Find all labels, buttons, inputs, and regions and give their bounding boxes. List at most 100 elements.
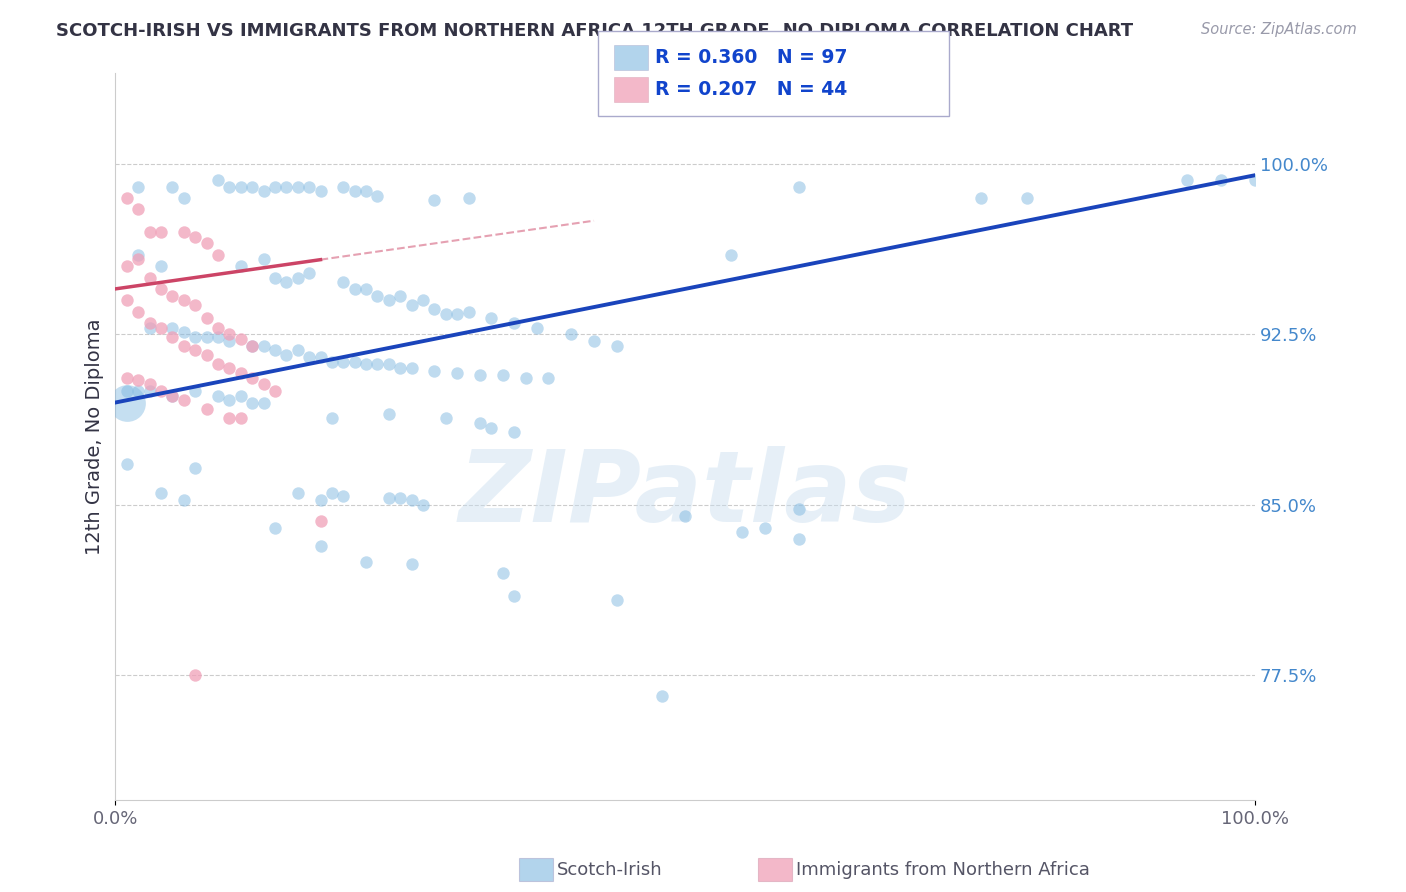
Point <box>526 320 548 334</box>
Point <box>264 179 287 194</box>
Point <box>264 384 287 399</box>
Point <box>389 361 412 376</box>
Point <box>378 293 401 308</box>
Point <box>787 179 810 194</box>
Point <box>492 368 515 383</box>
Point <box>276 275 298 289</box>
Point <box>366 188 388 202</box>
Point <box>423 193 446 207</box>
Text: Source: ZipAtlas.com: Source: ZipAtlas.com <box>1201 22 1357 37</box>
Point <box>127 384 149 399</box>
Point <box>150 225 173 239</box>
Point <box>115 293 138 308</box>
Point <box>138 316 160 330</box>
Point <box>173 393 195 408</box>
Point <box>423 302 446 317</box>
Point <box>787 532 810 546</box>
Point <box>162 389 184 403</box>
Point <box>321 354 343 368</box>
Point <box>207 389 229 403</box>
Point <box>481 420 503 434</box>
Point <box>229 366 252 380</box>
Point <box>401 361 423 376</box>
Point <box>287 179 309 194</box>
Point <box>560 327 582 342</box>
Point <box>366 357 388 371</box>
Point <box>138 384 160 399</box>
Point <box>287 270 309 285</box>
Point <box>287 486 309 500</box>
Point <box>218 393 240 408</box>
Point <box>401 493 423 508</box>
Point <box>162 389 184 403</box>
Point <box>195 348 218 362</box>
Point <box>229 179 252 194</box>
Point <box>673 509 696 524</box>
Point <box>229 389 252 403</box>
Point <box>173 325 195 339</box>
Point <box>309 184 332 198</box>
Point <box>389 288 412 302</box>
Point <box>309 539 332 553</box>
Point <box>423 364 446 378</box>
Point <box>184 668 207 682</box>
Point <box>150 259 173 273</box>
Point <box>207 357 229 371</box>
Point <box>401 557 423 571</box>
Point <box>287 343 309 358</box>
Point <box>731 524 754 539</box>
Point <box>218 179 240 194</box>
Point <box>343 282 366 296</box>
Point <box>354 555 377 569</box>
Point <box>115 191 138 205</box>
Point <box>321 411 343 425</box>
Point <box>218 411 240 425</box>
Point <box>162 320 184 334</box>
Point <box>127 252 149 267</box>
Point <box>207 173 229 187</box>
Point <box>1015 191 1038 205</box>
Point <box>298 350 321 364</box>
Point <box>252 377 274 392</box>
Point <box>354 357 377 371</box>
Point <box>252 184 274 198</box>
Point <box>115 259 138 273</box>
Point <box>195 236 218 251</box>
Point <box>1244 173 1267 187</box>
Point <box>787 502 810 516</box>
Point <box>492 566 515 580</box>
Point <box>389 491 412 505</box>
Point <box>218 334 240 348</box>
Point <box>401 298 423 312</box>
Point <box>127 202 149 217</box>
Point <box>412 293 434 308</box>
Point <box>651 689 673 703</box>
Point <box>503 316 526 330</box>
Point <box>1175 173 1198 187</box>
Point <box>229 411 252 425</box>
Point <box>240 339 263 353</box>
Point <box>309 514 332 528</box>
Point <box>218 327 240 342</box>
Point <box>184 384 207 399</box>
Point <box>378 407 401 421</box>
Point <box>127 248 149 262</box>
Point <box>138 320 160 334</box>
Point <box>127 304 149 318</box>
Point <box>195 402 218 417</box>
Text: ZIPatlas: ZIPatlas <box>458 446 911 543</box>
Point <box>173 225 195 239</box>
Point <box>332 354 354 368</box>
Point <box>138 225 160 239</box>
Point <box>264 270 287 285</box>
Point <box>207 248 229 262</box>
Point <box>606 593 628 607</box>
Point <box>240 339 263 353</box>
Point <box>332 489 354 503</box>
Point <box>184 343 207 358</box>
Point <box>606 339 628 353</box>
Point <box>332 179 354 194</box>
Point <box>446 307 468 321</box>
Point <box>240 179 263 194</box>
Point <box>229 259 252 273</box>
